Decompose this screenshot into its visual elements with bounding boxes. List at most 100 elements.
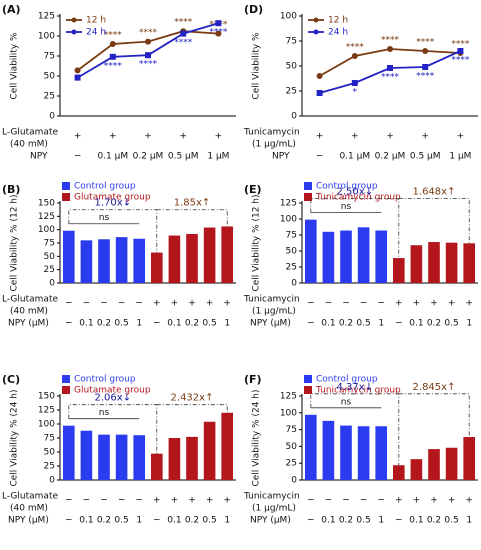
significance: ****: [381, 36, 400, 46]
y-tick-label: 0: [291, 112, 297, 122]
treatment-sign: +: [465, 299, 473, 309]
legend-label: Glutamate group: [74, 386, 151, 396]
point: [74, 67, 81, 74]
point: [422, 48, 429, 54]
y-tick-label: 0: [291, 279, 297, 289]
treatment-sign: +: [457, 132, 465, 142]
y-tick-label: 100: [280, 215, 297, 225]
bar: [62, 425, 75, 480]
point: [109, 53, 116, 60]
legend-label: Glutamate group: [74, 193, 151, 203]
y-tick-label: 150: [38, 199, 55, 209]
bar: [392, 258, 405, 283]
treatment-sign: +: [448, 496, 456, 506]
npy-label: NPY (μM): [8, 319, 49, 329]
bar: [340, 230, 352, 283]
npy-label: NPY (μM): [250, 516, 291, 526]
panel-label: (F): [244, 373, 262, 386]
treatment-label: (1 μg/mL): [252, 140, 296, 150]
bar: [150, 252, 163, 283]
significance: ****: [104, 61, 123, 71]
point: [387, 65, 393, 71]
fold-bracket: [156, 404, 228, 413]
ns-label: ns: [341, 202, 352, 212]
significance: ****: [174, 38, 193, 48]
y-tick-label: 100: [38, 225, 55, 235]
treatment-sign: −: [135, 496, 143, 506]
significance: ****: [416, 38, 435, 48]
bar: [428, 449, 440, 480]
ns-label: ns: [341, 397, 352, 407]
x-tick-label: −: [65, 319, 73, 329]
x-tick-label: 0.1: [167, 516, 181, 526]
bar: [304, 414, 317, 480]
treatment-sign: −: [118, 496, 126, 506]
x-tick-label: 0.5: [114, 319, 128, 329]
legend-label: 12 h: [86, 16, 106, 26]
legend-label: 12 h: [328, 16, 348, 26]
point: [145, 52, 151, 59]
x-tick-label: 1 μM: [449, 152, 471, 162]
point: [145, 38, 151, 45]
y-axis-label: Cell Viability %: [252, 32, 262, 100]
treatment-sign: −: [360, 299, 368, 309]
y-axis-label: Cell Viability % (24 h): [10, 389, 20, 486]
x-tick-label: 0.1: [321, 516, 335, 526]
bar: [133, 435, 146, 480]
x-tick-label: 0.2 μM: [133, 152, 164, 162]
y-tick-label: 75: [44, 434, 55, 444]
treatment-sign: +: [188, 496, 196, 506]
treatment-sign: +: [188, 299, 196, 309]
treatment-sign: +: [386, 132, 394, 142]
y-tick-label: 75: [44, 52, 55, 62]
bar: [463, 243, 476, 283]
panel-label: (C): [2, 373, 20, 386]
y-tick-label: 75: [286, 425, 297, 435]
x-tick-label: −: [153, 516, 161, 526]
npy-label: NPY (μM): [250, 319, 291, 329]
x-tick-label: 1: [378, 516, 384, 526]
bar: [304, 219, 317, 283]
bar: [410, 245, 423, 283]
treatment-sign: +: [153, 496, 161, 506]
point: [109, 41, 116, 47]
bar: [150, 453, 163, 480]
treatment-label: (1 μg/mL): [252, 307, 296, 317]
x-tick-label: 1: [466, 516, 472, 526]
fold-bracket: [398, 393, 470, 437]
x-tick-label: −: [395, 319, 403, 329]
y-tick-label: 50: [44, 72, 56, 82]
fold-down: 4.37x↓: [337, 382, 374, 393]
npy-label: NPY (μM): [8, 516, 49, 526]
legend-swatch: [304, 375, 312, 383]
bar: [357, 426, 370, 480]
treatment-label: (40 mM): [10, 140, 48, 150]
x-tick-label: 0.2: [339, 516, 353, 526]
bar: [80, 430, 93, 480]
x-tick-label: −: [307, 319, 315, 329]
treatment-sign: −: [65, 299, 73, 309]
treatment-sign: +: [351, 132, 359, 142]
significance: ****: [104, 31, 123, 41]
x-tick-label: 0.2: [97, 319, 111, 329]
fold-bracket: [310, 393, 400, 466]
treatment-label: (40 mM): [10, 307, 48, 317]
x-tick-label: 0.1: [409, 516, 423, 526]
bar: [203, 227, 216, 283]
y-tick-label: 100: [38, 420, 55, 430]
x-tick-label: 0.1: [79, 319, 93, 329]
y-tick-label: 25: [286, 87, 297, 97]
npy-label: NPY: [30, 152, 48, 162]
treatment-label: Tunicamycin: [243, 492, 300, 502]
bar: [186, 436, 198, 480]
x-tick-label: 0.1: [79, 516, 93, 526]
y-tick-label: 125: [38, 212, 55, 222]
treatment-sign: −: [360, 496, 368, 506]
treatment-sign: +: [153, 299, 161, 309]
treatment-sign: −: [342, 299, 350, 309]
treatment-sign: −: [65, 496, 73, 506]
fold-bracket: [156, 209, 228, 227]
y-tick-label: 100: [38, 32, 55, 42]
x-tick-label: −: [65, 516, 73, 526]
y-tick-label: 50: [44, 252, 56, 262]
